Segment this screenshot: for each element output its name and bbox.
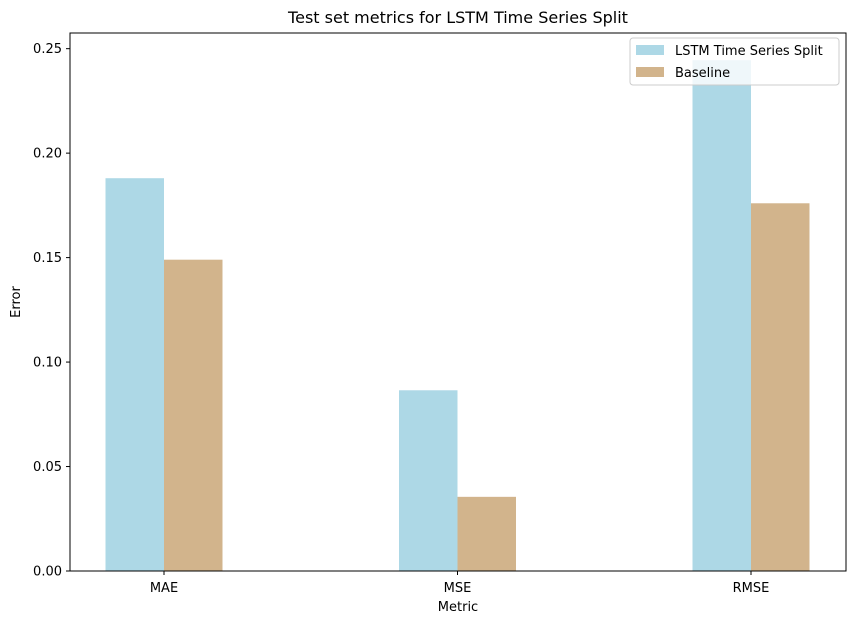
- legend-label: Baseline: [675, 66, 730, 81]
- legend-swatch: [636, 45, 664, 55]
- x-tick-label: MAE: [150, 581, 178, 596]
- y-tick-label: 0.05: [33, 460, 62, 475]
- x-tick-label: MSE: [444, 581, 472, 596]
- bars-group: [105, 60, 810, 572]
- bar-mse-lstm: [399, 390, 458, 571]
- legend: LSTM Time Series Split Baseline: [629, 37, 840, 86]
- y-tick-label: 0.15: [33, 251, 62, 266]
- x-axis: MAE MSE RMSE: [150, 571, 770, 596]
- bar-rmse-lstm: [692, 60, 751, 571]
- legend-swatch: [636, 67, 664, 77]
- y-axis: 0.00 0.05 0.10 0.15 0.20 0.25: [33, 42, 70, 580]
- y-axis-label: Error: [9, 286, 24, 318]
- legend-box: [629, 37, 840, 86]
- bar-rmse-baseline: [751, 203, 810, 572]
- y-tick-label: 0.25: [33, 42, 62, 57]
- bar-mae-baseline: [164, 259, 223, 571]
- y-tick-label: 0.20: [33, 147, 62, 162]
- bar-mae-lstm: [105, 178, 164, 571]
- legend-label: LSTM Time Series Split: [675, 44, 823, 59]
- y-tick-label: 0.10: [33, 356, 62, 371]
- chart-title: Test set metrics for LSTM Time Series Sp…: [287, 8, 628, 27]
- y-tick-label: 0.00: [33, 565, 62, 580]
- x-tick-label: RMSE: [733, 581, 770, 596]
- bar-mse-baseline: [457, 496, 516, 571]
- x-axis-label: Metric: [438, 600, 478, 615]
